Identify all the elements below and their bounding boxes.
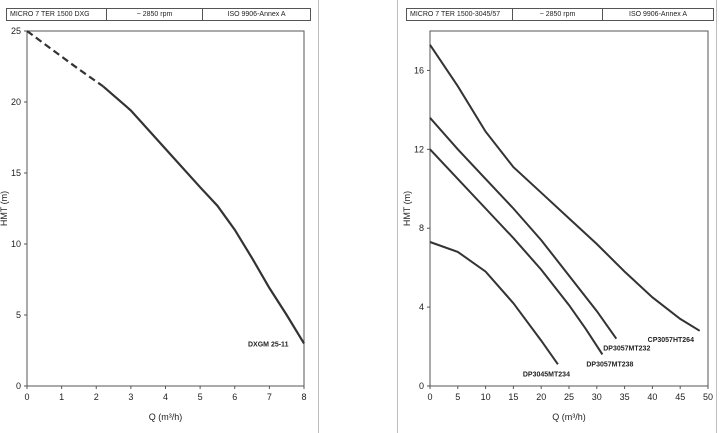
x-tick-label: 50 bbox=[703, 392, 713, 402]
x-tick-label: 45 bbox=[675, 392, 685, 402]
y-tick-label: 0 bbox=[419, 381, 424, 391]
curve-label: DP3057MT232 bbox=[603, 346, 650, 353]
header-model: MICRO 7 TER 1500-3045/57 bbox=[407, 9, 513, 20]
x-tick-label: 20 bbox=[536, 392, 546, 402]
x-axis-label: Q (m³/h) bbox=[552, 412, 586, 422]
x-axis-label: Q (m³/h) bbox=[149, 412, 183, 422]
pump-curve-chart-right: 0 5 10 15 20 25 30 35 40 45 50 0 4 8 12 16 Q (m³/h) HMT (… bbox=[402, 30, 713, 422]
pump-curve-chart-left: 0 1 2 3 4 5 6 7 8 0 5 10 15 20 25 Q (m³/h) HMT (m) DXGM 2… bbox=[0, 26, 307, 422]
curve-label: DP3057MT238 bbox=[586, 361, 633, 368]
x-tick-label: 1 bbox=[59, 392, 64, 402]
x-tick-label: 7 bbox=[267, 392, 272, 402]
y-axis-label: HMT (m) bbox=[0, 191, 9, 226]
x-tick-label: 5 bbox=[455, 392, 460, 402]
x-tick-label: 30 bbox=[592, 392, 602, 402]
header-standard: ISO 9906-Annex A bbox=[629, 11, 687, 18]
y-tick-label: 25 bbox=[11, 26, 21, 36]
panel-divider bbox=[318, 0, 319, 433]
curve-label: DXGM 25-11 bbox=[248, 341, 289, 348]
y-tick-label: 12 bbox=[414, 144, 424, 154]
x-tick-label: 35 bbox=[620, 392, 630, 402]
curve-line bbox=[429, 148, 604, 355]
curve-label: DP3045MT234 bbox=[523, 371, 570, 378]
header-standard: ISO 9906-Annex A bbox=[227, 11, 286, 18]
y-axis-label: HMT (m) bbox=[402, 191, 412, 226]
x-tick-label: 40 bbox=[647, 392, 657, 402]
x-tick-label: 15 bbox=[508, 392, 518, 402]
plot-frame bbox=[429, 30, 709, 387]
y-tick-label: 10 bbox=[11, 239, 21, 249]
x-tick-label: 2 bbox=[94, 392, 99, 402]
curve-line bbox=[429, 241, 559, 365]
x-tick-label: 8 bbox=[301, 392, 306, 402]
chart-header: MICRO 7 TER 1500-3045/57 ~ 2850 rpm ISO … bbox=[406, 8, 714, 21]
chart-panel-left: MICRO 7 TER 1500 DXG ~ 2850 rpm ISO 9906… bbox=[0, 6, 311, 433]
chart-panel-right: MICRO 7 TER 1500-3045/57 ~ 2850 rpm ISO … bbox=[402, 6, 714, 433]
panel-divider bbox=[716, 0, 717, 433]
curve-label: CP3057HT264 bbox=[648, 337, 694, 344]
y-tick-label: 5 bbox=[16, 310, 21, 320]
x-tick-label: 0 bbox=[24, 392, 29, 402]
y-tick-label: 15 bbox=[11, 168, 21, 178]
header-speed: ~ 2850 rpm bbox=[513, 9, 603, 20]
chart-header: MICRO 7 TER 1500 DXG ~ 2850 rpm ISO 9906… bbox=[6, 8, 311, 21]
x-tick-label: 3 bbox=[128, 392, 133, 402]
y-tick-label: 16 bbox=[414, 65, 424, 75]
x-tick-label: 5 bbox=[198, 392, 203, 402]
x-tick-label: 10 bbox=[481, 392, 491, 402]
curve-line bbox=[429, 117, 618, 340]
y-tick-label: 4 bbox=[419, 302, 424, 312]
x-tick-label: 25 bbox=[564, 392, 574, 402]
y-tick-label: 20 bbox=[11, 97, 21, 107]
panel-divider bbox=[397, 0, 398, 433]
curve-dashed-segment bbox=[26, 30, 104, 88]
curve-line bbox=[102, 85, 305, 344]
curve-line bbox=[429, 44, 701, 332]
header-model: MICRO 7 TER 1500 DXG bbox=[7, 9, 107, 20]
y-tick-label: 8 bbox=[419, 223, 424, 233]
x-tick-label: 4 bbox=[163, 392, 168, 402]
x-tick-label: 0 bbox=[427, 392, 432, 402]
x-tick-label: 6 bbox=[232, 392, 237, 402]
plot-frame bbox=[26, 30, 305, 387]
header-speed: ~ 2850 rpm bbox=[107, 9, 203, 20]
y-tick-label: 0 bbox=[16, 381, 21, 391]
